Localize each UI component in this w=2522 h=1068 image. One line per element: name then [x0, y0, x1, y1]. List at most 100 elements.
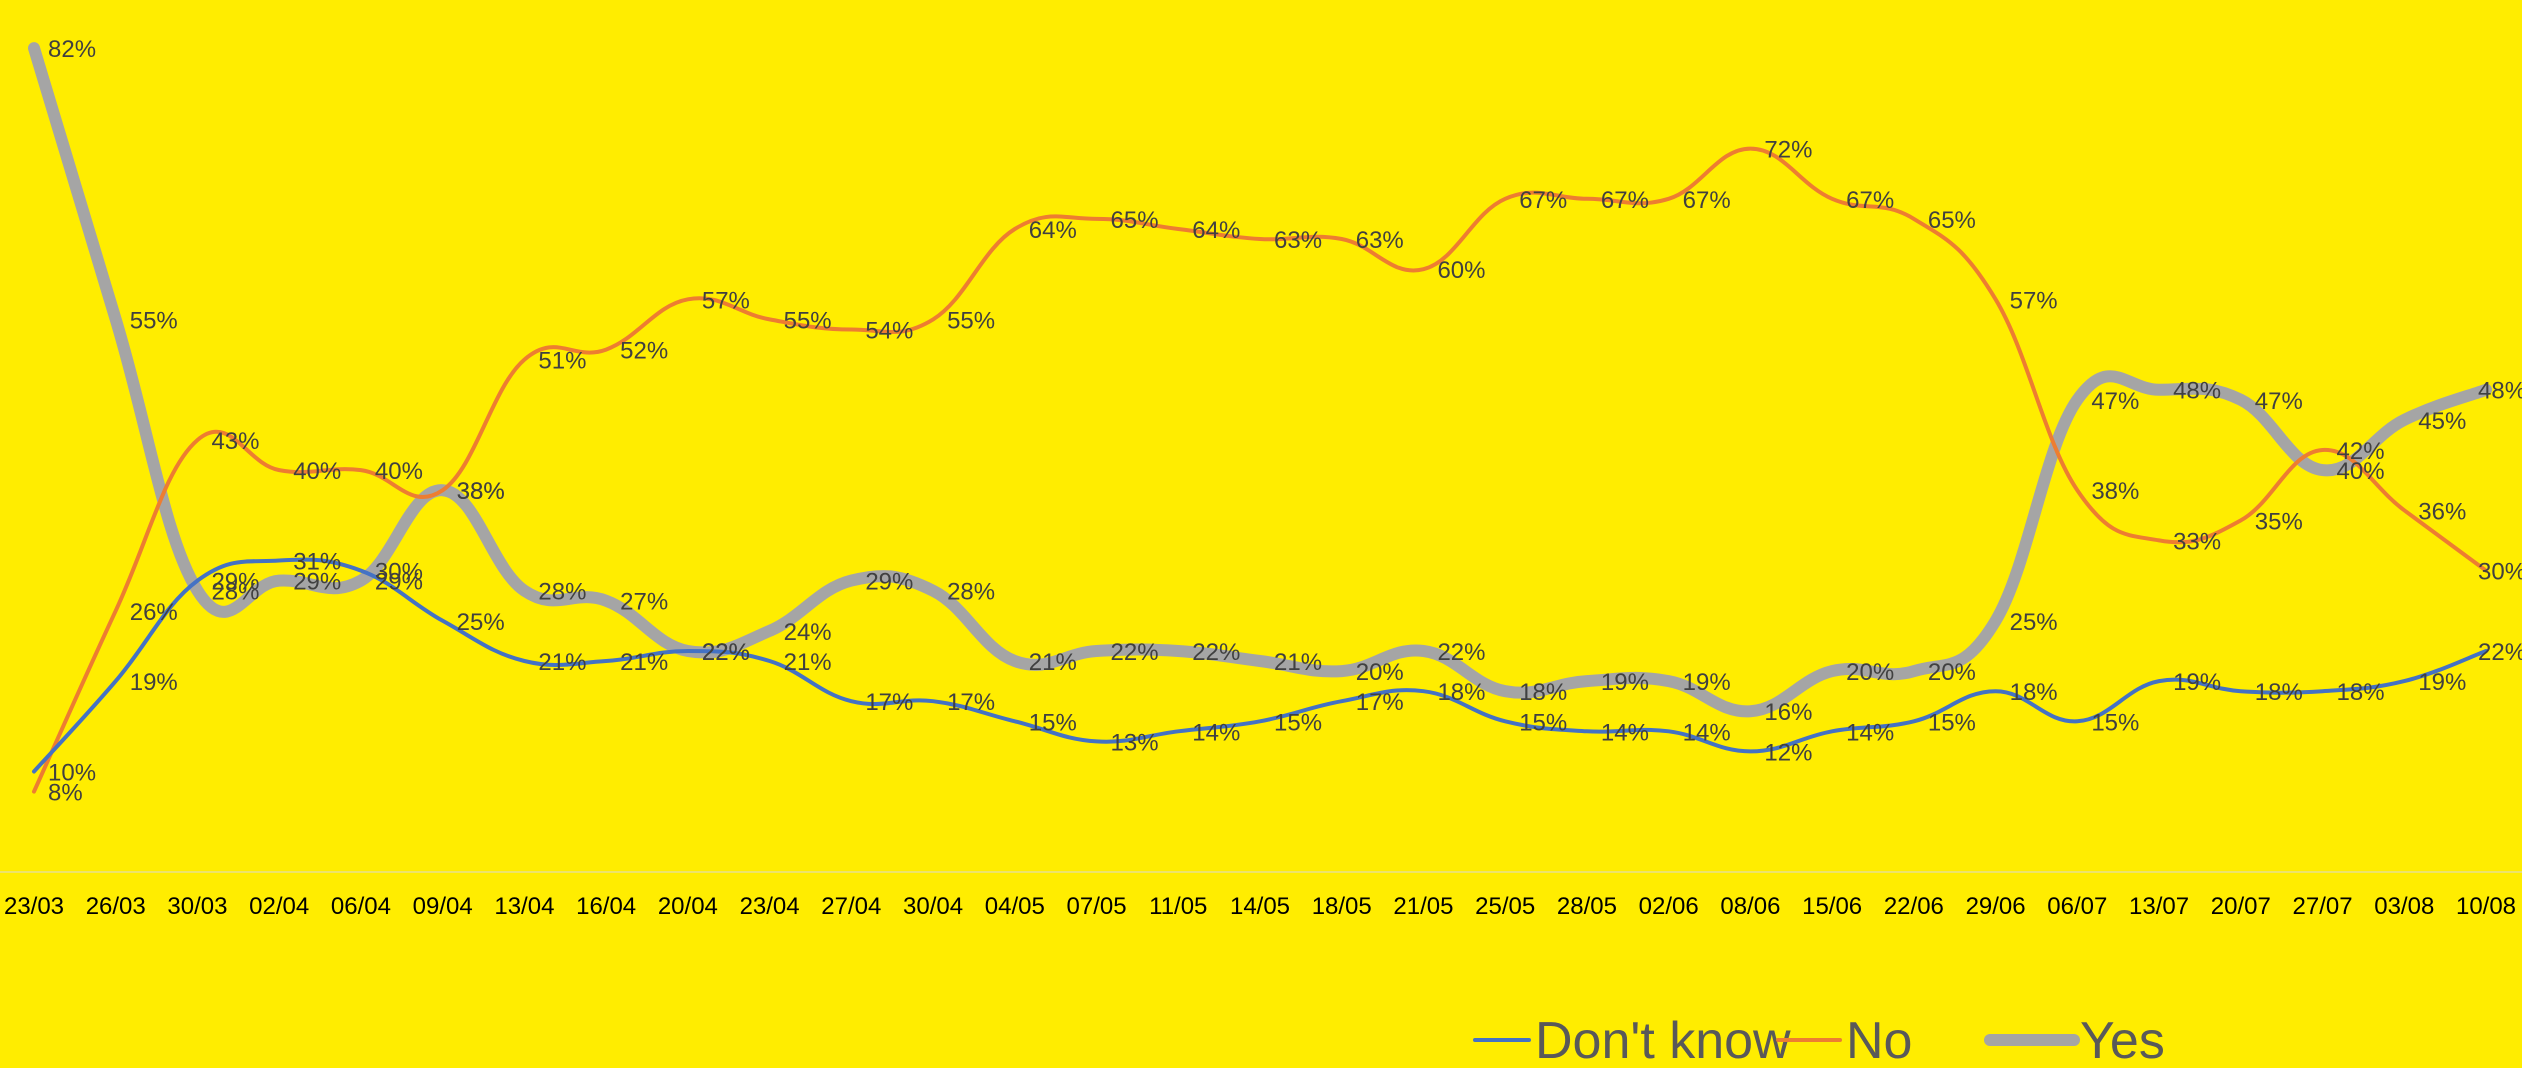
- data-label-yes: 28%: [538, 579, 586, 606]
- data-label-don-t-know: 18%: [1437, 679, 1485, 706]
- data-label-don-t-know: 13%: [1111, 729, 1159, 756]
- data-label-no: 52%: [620, 338, 668, 365]
- x-tick-label: 13/04: [494, 893, 554, 920]
- data-label-yes: 19%: [1601, 669, 1649, 696]
- x-tick-label: 06/04: [331, 893, 391, 920]
- data-label-don-t-know: 22%: [702, 639, 750, 666]
- x-tick-label: 18/05: [1312, 893, 1372, 920]
- x-tick-label: 13/07: [2129, 893, 2189, 920]
- data-labels: 10%19%29%31% 30%25%21% 21% 22% 21%17% 17%15%1…: [48, 36, 2522, 806]
- data-label-no: 63%: [1356, 227, 1404, 254]
- data-label-don-t-know: 15%: [1519, 709, 1567, 736]
- data-label-don-t-know: 19%: [2173, 669, 2221, 696]
- legend: Don't know No Yes: [1473, 1012, 2165, 1068]
- series-line-no: [32, 146, 2488, 794]
- data-label-yes: 16%: [1764, 699, 1812, 726]
- x-tick-label: 09/04: [413, 893, 473, 920]
- data-label-yes: 29%: [375, 569, 423, 596]
- x-tick-label: 03/08: [2374, 893, 2434, 920]
- data-label-no: 38%: [2091, 478, 2139, 505]
- data-label-don-t-know: 19%: [2418, 669, 2466, 696]
- x-tick-label: 20/04: [658, 893, 718, 920]
- data-label-no: 40%: [293, 458, 341, 485]
- data-label-don-t-know: 15%: [1274, 709, 1322, 736]
- data-label-don-t-know: 15%: [1029, 709, 1077, 736]
- data-label-don-t-know: 18%: [2337, 679, 2385, 706]
- x-tick-label: 23/04: [740, 893, 800, 920]
- x-tick-label: 08/06: [1720, 893, 1780, 920]
- x-tick-label: 16/04: [576, 893, 636, 920]
- data-label-no: 35%: [2255, 508, 2303, 535]
- x-tick-label: 07/05: [1067, 893, 1127, 920]
- x-tick-label: 20/07: [2211, 893, 2271, 920]
- data-label-yes: 22%: [702, 639, 750, 666]
- data-label-no: 64%: [1029, 217, 1077, 244]
- data-label-yes: 21%: [1274, 649, 1322, 676]
- data-label-no: 64%: [1192, 217, 1240, 244]
- data-label-don-t-know: 31%: [293, 549, 341, 576]
- data-label-yes: 18%: [1519, 679, 1567, 706]
- data-label-yes: 48%: [2173, 378, 2221, 405]
- data-label-yes: 27%: [620, 589, 668, 616]
- data-label-don-t-know: 21%: [784, 649, 832, 676]
- series-line-don-t-know: [32, 557, 2488, 774]
- data-label-don-t-know: 19%: [130, 669, 178, 696]
- x-tick-label: 29/06: [1966, 893, 2026, 920]
- data-label-yes: 25%: [2010, 609, 2058, 636]
- x-tick-label: 25/05: [1475, 893, 1535, 920]
- x-tick-label: 28/05: [1557, 893, 1617, 920]
- data-label-don-t-know: 29%: [211, 569, 259, 596]
- x-axis-ticks: 23/03 26/03 30/03 02/04 06/04 09/04 13/04 16/04…: [4, 893, 2516, 920]
- x-tick-label: 23/03: [4, 893, 64, 920]
- data-label-yes: 45%: [2418, 408, 2466, 435]
- legend-label-don-t-know: Don't know: [1535, 1012, 1791, 1063]
- data-label-no: 67%: [1601, 187, 1649, 214]
- x-tick-label: 27/04: [821, 893, 881, 920]
- x-tick-label: 02/06: [1639, 893, 1699, 920]
- legend-label-yes: Yes: [2080, 1012, 2165, 1063]
- data-label-yes: 20%: [1356, 659, 1404, 686]
- data-label-yes: 48%: [2478, 378, 2522, 405]
- data-label-no: 67%: [1519, 187, 1567, 214]
- x-tick-label: 15/06: [1802, 893, 1862, 920]
- data-label-yes: 19%: [1683, 669, 1731, 696]
- x-tick-label: 22/06: [1884, 893, 1944, 920]
- data-label-no: 57%: [2010, 287, 2058, 314]
- data-label-no: 57%: [702, 287, 750, 314]
- data-label-don-t-know: 14%: [1601, 719, 1649, 746]
- data-label-yes: 24%: [784, 619, 832, 646]
- data-label-don-t-know: 17%: [865, 689, 913, 716]
- data-label-yes: 20%: [1846, 659, 1894, 686]
- data-label-no: 8%: [48, 780, 83, 807]
- data-label-no: 65%: [1928, 207, 1976, 234]
- data-label-no: 33%: [2173, 528, 2221, 555]
- data-label-no: 40%: [375, 458, 423, 485]
- x-tick-label: 04/05: [985, 893, 1045, 920]
- data-label-yes: 47%: [2255, 388, 2303, 415]
- data-label-no: 55%: [947, 307, 995, 334]
- x-tick-label: 30/03: [167, 893, 227, 920]
- x-tick-label: 11/05: [1149, 893, 1207, 920]
- data-label-don-t-know: 10%: [48, 760, 96, 787]
- data-label-no: 26%: [130, 599, 178, 626]
- data-label-yes: 28%: [947, 579, 995, 606]
- data-label-don-t-know: 17%: [1356, 689, 1404, 716]
- data-label-don-t-know: 21%: [538, 649, 586, 676]
- data-label-don-t-know: 12%: [1764, 739, 1812, 766]
- x-tick-label: 26/03: [86, 893, 146, 920]
- data-label-yes: 82%: [48, 36, 96, 63]
- data-label-no: 38%: [457, 478, 505, 505]
- data-label-don-t-know: 15%: [2091, 709, 2139, 736]
- data-label-don-t-know: 14%: [1683, 719, 1731, 746]
- data-label-no: 43%: [211, 428, 259, 455]
- data-label-don-t-know: 22%: [2478, 639, 2522, 666]
- x-tick-label: 14/05: [1230, 893, 1290, 920]
- data-label-yes: 55%: [130, 307, 178, 334]
- data-label-no: 42%: [2337, 438, 2385, 465]
- data-label-don-t-know: 18%: [2255, 679, 2303, 706]
- data-label-no: 63%: [1274, 227, 1322, 254]
- x-tick-label: 06/07: [2047, 893, 2107, 920]
- data-label-don-t-know: 15%: [1928, 709, 1976, 736]
